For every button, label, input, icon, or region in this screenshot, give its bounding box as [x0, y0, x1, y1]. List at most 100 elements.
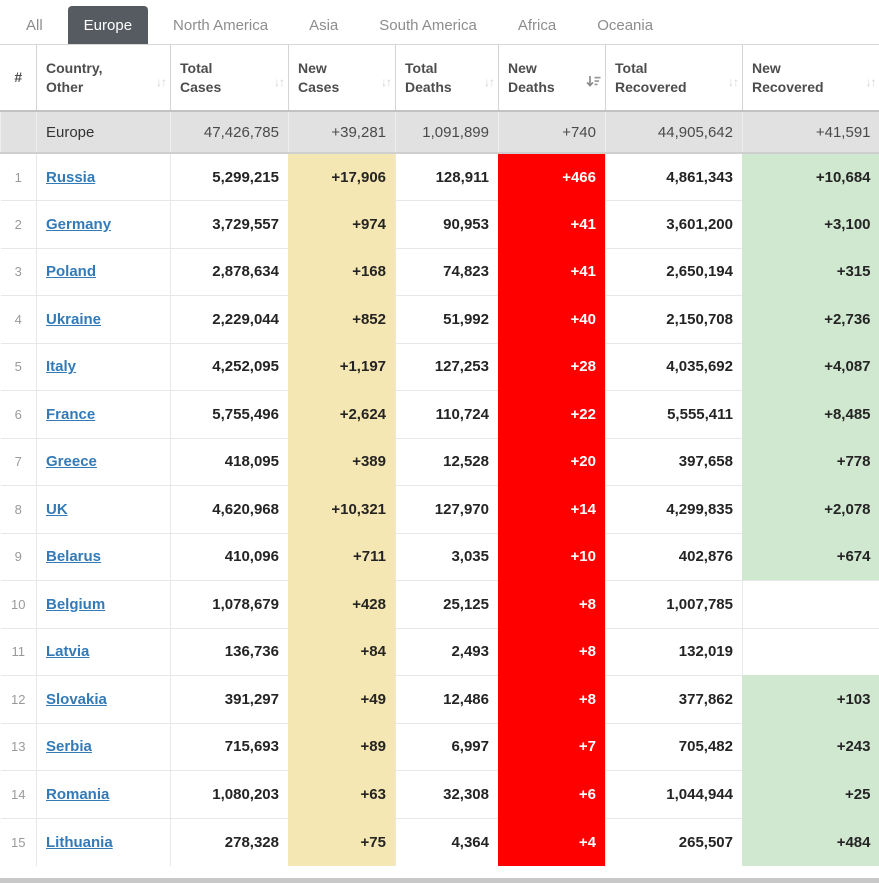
sort-updown-icon[interactable]: ↓↑: [484, 75, 495, 89]
row-greece: 7 Greece 418,095 +389 12,528 +20 397,658 +778: [0, 437, 879, 486]
new-recovered-cell: +2,736: [742, 295, 879, 343]
country-link[interactable]: Slovakia: [46, 690, 107, 708]
col-header-label-line: Deaths: [405, 78, 452, 95]
row-slovakia: 12 Slovakia 391,297 +49 12,486 +8 377,862 +103: [0, 675, 879, 723]
new-cases-cell: +168: [288, 247, 396, 296]
new-cases-cell: +17,906: [288, 152, 396, 201]
country-link[interactable]: Lithuania: [46, 833, 113, 851]
total-cases-cell: 47,426,785: [170, 111, 289, 154]
country-cell: Europe: [36, 111, 171, 154]
total-cases-cell: 5,755,496: [170, 390, 289, 438]
rank-cell: 11: [0, 627, 37, 676]
row-poland: 3 Poland 2,878,634 +168 74,823 +41 2,650,194 +3…: [0, 247, 879, 296]
country-link[interactable]: Greece: [46, 453, 97, 471]
rank-cell: 14: [0, 770, 37, 818]
total-deaths-cell: 127,253: [395, 342, 499, 391]
new-recovered-cell: +484: [742, 817, 879, 866]
col-header-new_cases[interactable]: New Cases ↓↑: [288, 45, 396, 112]
row-romania: 14 Romania 1,080,203 +63 32,308 +6 1,044,944 +2…: [0, 770, 879, 818]
country-cell: Greece: [36, 437, 171, 486]
sort-updown-icon[interactable]: ↓↑: [728, 75, 739, 89]
total-deaths-cell: 90,953: [395, 200, 499, 248]
rank-cell: 8: [0, 485, 37, 533]
bottom-scrollbar-strip[interactable]: [0, 878, 879, 883]
country-link[interactable]: Poland: [46, 263, 97, 281]
col-header-label-line: Recovered: [615, 78, 687, 95]
col-header-total_recovered[interactable]: Total Recovered ↓↑: [605, 45, 743, 112]
new-cases-cell: +75: [288, 817, 396, 866]
country-link[interactable]: Serbia: [46, 738, 92, 756]
country-link[interactable]: France: [46, 405, 96, 423]
new-cases-cell: +63: [288, 770, 396, 818]
new-cases-cell: +49: [288, 675, 396, 723]
tab-oceania[interactable]: Oceania: [597, 17, 654, 34]
country-link[interactable]: Romania: [46, 785, 110, 803]
rank-cell: 9: [0, 532, 37, 581]
new-recovered-cell: +8,485: [742, 390, 879, 438]
col-header-country[interactable]: Country, Other ↓↑: [36, 45, 171, 112]
sort-descending-active-icon[interactable]: [586, 75, 601, 88]
total-recovered-cell: 705,482: [605, 722, 743, 771]
row-uk: 8 UK 4,620,968 +10,321 127,970 +14 4,299,835 +2…: [0, 485, 879, 533]
country-link[interactable]: Belarus: [46, 548, 102, 566]
rank-cell: 12: [0, 675, 37, 723]
tab-south-america[interactable]: South America: [379, 17, 477, 34]
row-france: 6 France 5,755,496 +2,624 110,724 +22 5,555,41…: [0, 390, 879, 438]
country-link[interactable]: Belgium: [46, 595, 106, 613]
country-cell: Poland: [36, 247, 171, 296]
country-link[interactable]: Ukraine: [46, 310, 102, 328]
country-cell: Italy: [36, 342, 171, 391]
tab-europe[interactable]: Europe: [67, 6, 149, 44]
new-recovered-cell: [742, 580, 879, 628]
total-cases-cell: 410,096: [170, 532, 289, 581]
new-cases-cell: +389: [288, 437, 396, 486]
total-recovered-cell: 5,555,411: [605, 390, 743, 438]
total-deaths-cell: 6,997: [395, 722, 499, 771]
tab-africa[interactable]: Africa: [517, 17, 557, 34]
country-cell: Lithuania: [36, 817, 171, 866]
country-link[interactable]: Germany: [46, 215, 112, 233]
total-cases-cell: 3,729,557: [170, 200, 289, 248]
rank-cell: 7: [0, 437, 37, 486]
sort-updown-icon[interactable]: ↓↑: [274, 75, 285, 89]
new-recovered-cell: +778: [742, 437, 879, 486]
country-link[interactable]: UK: [46, 500, 68, 518]
tab-asia[interactable]: Asia: [309, 17, 339, 34]
new-deaths-cell: +10: [498, 532, 606, 581]
new-recovered-cell: +674: [742, 532, 879, 581]
country-link[interactable]: Italy: [46, 358, 77, 376]
sort-updown-icon[interactable]: ↓↑: [156, 75, 167, 89]
total-recovered-cell: 4,299,835: [605, 485, 743, 533]
country-cell: Russia: [36, 152, 171, 201]
sort-updown-icon[interactable]: ↓↑: [381, 75, 392, 89]
total-recovered-cell: 402,876: [605, 532, 743, 581]
new-deaths-cell: +6: [498, 770, 606, 818]
country-link[interactable]: Latvia: [46, 643, 90, 661]
new-cases-cell: +10,321: [288, 485, 396, 533]
table-header-row: # Country, Other ↓↑ Total Cases ↓↑ New Cases ↓↑ To…: [0, 45, 879, 112]
col-header-label-line: Deaths: [508, 78, 555, 95]
total-cases-cell: 1,078,679: [170, 580, 289, 628]
col-header-total_deaths[interactable]: Total Deaths ↓↑: [395, 45, 499, 112]
col-header-new_recovered[interactable]: New Recovered ↓↑: [742, 45, 879, 112]
new-recovered-cell: [742, 627, 879, 676]
new-cases-cell: +428: [288, 580, 396, 628]
new-deaths-cell: +8: [498, 627, 606, 676]
total-cases-cell: 136,736: [170, 627, 289, 676]
col-header-label-line: Cases: [298, 78, 340, 95]
country-cell: UK: [36, 485, 171, 533]
sort-updown-icon[interactable]: ↓↑: [865, 75, 877, 89]
total-recovered-cell: 132,019: [605, 627, 743, 676]
country-cell: France: [36, 390, 171, 438]
total-recovered-cell: 1,007,785: [605, 580, 743, 628]
tab-all[interactable]: All: [26, 17, 43, 34]
col-header-new_deaths[interactable]: New Deaths: [498, 45, 606, 112]
rank-cell: 1: [0, 152, 37, 201]
new-recovered-cell: +25: [742, 770, 879, 818]
col-header-label-line: New: [298, 59, 327, 76]
country-cell: Belgium: [36, 580, 171, 628]
rank-cell: 13: [0, 722, 37, 771]
tab-north-america[interactable]: North America: [173, 17, 269, 34]
col-header-total_cases[interactable]: Total Cases ↓↑: [170, 45, 289, 112]
country-link[interactable]: Russia: [46, 168, 96, 186]
